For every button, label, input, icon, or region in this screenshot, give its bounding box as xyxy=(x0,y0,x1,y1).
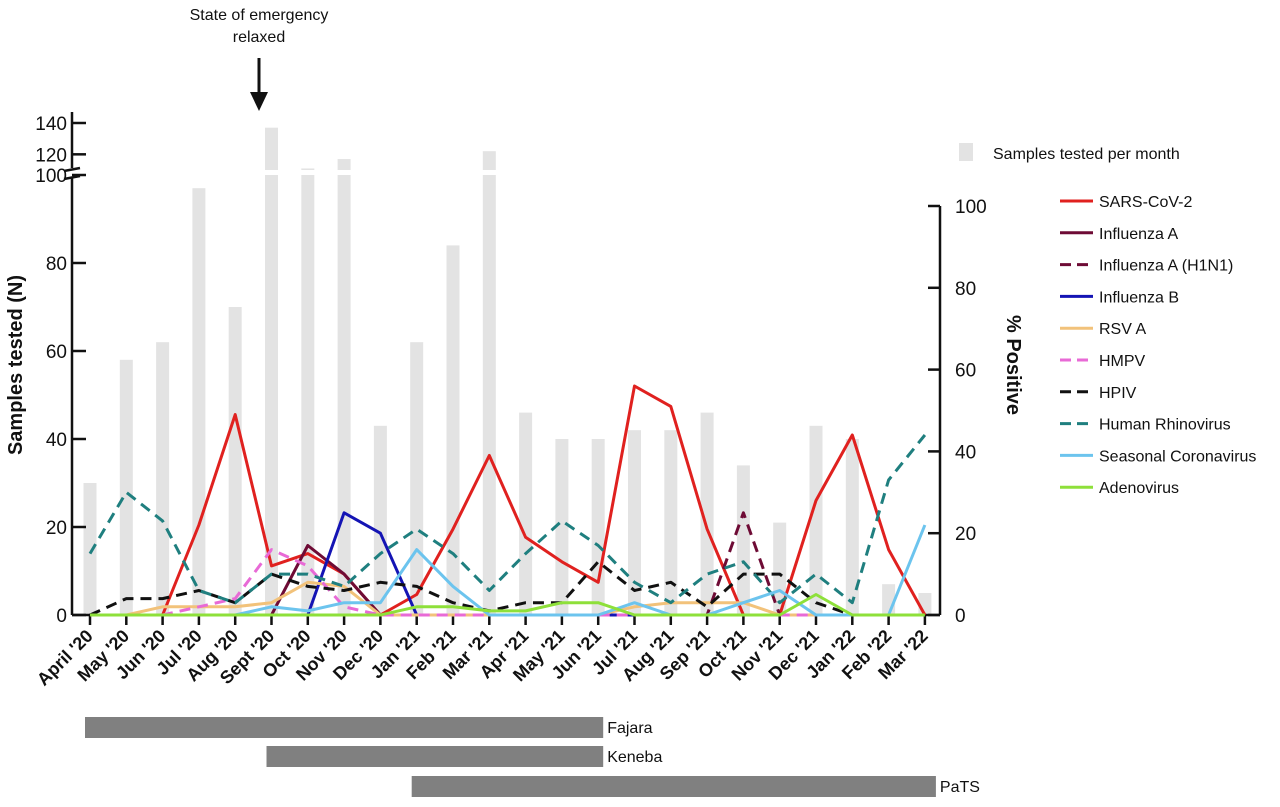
bar-break-gap xyxy=(481,170,497,175)
bar-break-gap xyxy=(264,170,279,175)
legend-label-human-rhinovirus: Human Rhinovirus xyxy=(1099,417,1231,434)
y2-tick-label-60: 60 xyxy=(955,361,976,382)
series-line-adenovirus xyxy=(90,593,925,617)
series-line-human-rhinovirus xyxy=(88,434,927,605)
y-axis-break-mark xyxy=(63,166,81,173)
sample-bar-jan-22 xyxy=(845,439,859,615)
y-tick-label-100: 100 xyxy=(35,166,67,187)
legend-label-influenza-b: Influenza B xyxy=(1099,289,1179,306)
y2-tick-label-100: 100 xyxy=(955,197,987,218)
site-label-fajara: Fajara xyxy=(607,720,652,737)
legend-label-samples: Samples tested per month xyxy=(993,146,1180,163)
sample-bar-mar-21 xyxy=(482,151,496,615)
bar-break-gap xyxy=(336,170,352,175)
legend-label-influenza-a-h1n1: Influenza A (H1N1) xyxy=(1099,258,1233,275)
sample-bar-aug-21 xyxy=(664,430,678,615)
series-line-influenza-a-h1n1 xyxy=(90,511,925,617)
legend-swatch-samples xyxy=(959,143,973,161)
series-line-hmpv xyxy=(90,548,925,617)
y2-tick-label-40: 40 xyxy=(955,442,976,463)
series-line-seasonal-coronavirus xyxy=(90,524,927,617)
sample-bar-dec-20 xyxy=(373,425,387,615)
annotation-line-2: relaxed xyxy=(233,29,285,46)
series-line-influenza-b xyxy=(90,511,925,617)
sample-bar-april-20 xyxy=(83,483,97,615)
y2-tick-label-20: 20 xyxy=(955,524,976,545)
y-tick-label-140: 140 xyxy=(35,114,67,135)
site-bar-keneba xyxy=(266,746,604,767)
legend: Samples tested per month SARS-CoV-2 Influe… xyxy=(959,143,1256,497)
sample-bar-sept-20 xyxy=(265,127,278,615)
site-label-keneba: Keneba xyxy=(607,749,662,766)
y2-axis-title: % Positive xyxy=(1002,315,1024,415)
annotation: State of emergency relaxed xyxy=(190,7,329,111)
sample-bar-jan-21 xyxy=(410,342,424,615)
bar-break-gap xyxy=(300,170,316,175)
sample-bar-jun-20 xyxy=(156,342,170,615)
y-tick-label-20: 20 xyxy=(46,518,67,539)
series-line-sars-cov-2 xyxy=(90,384,927,617)
annotation-line-1: State of emergency xyxy=(190,7,329,24)
y-tick-label-0: 0 xyxy=(56,606,67,627)
y-tick-label-60: 60 xyxy=(46,342,67,363)
legend-label-hmpv: HMPV xyxy=(1099,353,1146,370)
sample-bar-aug-20 xyxy=(228,307,242,615)
site-bar-fajara xyxy=(85,717,604,738)
sample-bar-feb-22 xyxy=(882,584,896,615)
sample-bar-oct-20 xyxy=(301,168,315,615)
sample-bar-may-20 xyxy=(119,359,133,615)
sample-bar-feb-21 xyxy=(446,245,460,615)
site-bar-pats xyxy=(411,776,936,797)
sample-bar-nov-20 xyxy=(337,159,351,616)
sample-bar-jun-21 xyxy=(591,439,605,615)
sample-bar-may-21 xyxy=(555,439,569,615)
sample-bars xyxy=(83,127,932,616)
y-tick-label-40: 40 xyxy=(46,430,67,451)
legend-label-sars-cov-2: SARS-CoV-2 xyxy=(1099,194,1192,211)
annotation-arrow-head xyxy=(250,92,268,111)
sample-bar-apr-21 xyxy=(519,412,533,615)
site-label-pats: PaTS xyxy=(940,779,980,796)
legend-label-hpiv: HPIV xyxy=(1099,385,1137,402)
y-axis-title: Samples tested (N) xyxy=(5,275,27,455)
legend-label-influenza-a: Influenza A xyxy=(1099,226,1179,243)
site-bars: Fajara Keneba PaTS xyxy=(85,717,980,797)
sample-bar-sep-21 xyxy=(700,412,714,615)
y2-tick-label-80: 80 xyxy=(955,279,976,300)
legend-label-rsv-a: RSV A xyxy=(1099,321,1146,338)
y2-tick-label-0: 0 xyxy=(955,606,966,627)
sample-bar-jul-20 xyxy=(192,188,206,615)
legend-label-seasonal-coronavirus: Seasonal Coronavirus xyxy=(1099,448,1256,465)
sample-bar-jul-21 xyxy=(628,430,641,615)
y-axis-break-mark xyxy=(63,174,81,181)
series-line-hpiv xyxy=(89,560,925,617)
sample-bar-dec-21 xyxy=(809,425,823,615)
legend-label-adenovirus: Adenovirus xyxy=(1099,480,1179,497)
sample-bar-oct-21 xyxy=(736,465,750,615)
y-tick-label-80: 80 xyxy=(46,254,67,275)
virus-lines xyxy=(88,384,927,617)
y-tick-label-120: 120 xyxy=(35,145,67,166)
